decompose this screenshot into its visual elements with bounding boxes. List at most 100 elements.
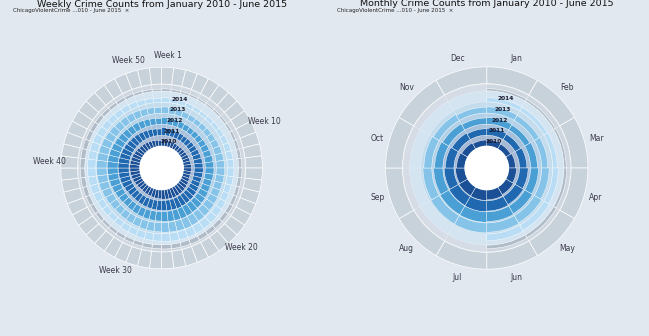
Wedge shape bbox=[73, 111, 93, 129]
Wedge shape bbox=[165, 200, 172, 211]
Wedge shape bbox=[118, 222, 131, 236]
Wedge shape bbox=[509, 120, 534, 146]
Wedge shape bbox=[435, 142, 448, 168]
Wedge shape bbox=[487, 135, 503, 149]
Wedge shape bbox=[178, 146, 188, 156]
Wedge shape bbox=[487, 225, 525, 245]
Wedge shape bbox=[82, 139, 90, 150]
Wedge shape bbox=[211, 205, 225, 219]
Wedge shape bbox=[130, 171, 141, 175]
Wedge shape bbox=[225, 123, 232, 132]
Wedge shape bbox=[85, 159, 96, 168]
Wedge shape bbox=[176, 143, 186, 154]
Wedge shape bbox=[162, 251, 174, 269]
Wedge shape bbox=[192, 107, 201, 114]
Wedge shape bbox=[230, 195, 239, 207]
Wedge shape bbox=[461, 143, 476, 157]
Wedge shape bbox=[152, 129, 158, 136]
Wedge shape bbox=[147, 187, 154, 199]
Wedge shape bbox=[179, 178, 191, 186]
Wedge shape bbox=[420, 101, 454, 135]
Wedge shape bbox=[122, 179, 132, 188]
Wedge shape bbox=[193, 172, 205, 178]
Wedge shape bbox=[534, 168, 553, 201]
Wedge shape bbox=[115, 74, 132, 94]
Wedge shape bbox=[487, 140, 501, 149]
Wedge shape bbox=[162, 118, 167, 125]
Wedge shape bbox=[106, 99, 118, 111]
Wedge shape bbox=[223, 184, 231, 194]
Wedge shape bbox=[137, 182, 147, 193]
Wedge shape bbox=[142, 184, 149, 193]
Wedge shape bbox=[105, 132, 117, 142]
Wedge shape bbox=[99, 106, 111, 117]
Wedge shape bbox=[454, 216, 487, 234]
Text: 2012: 2012 bbox=[166, 118, 182, 123]
Wedge shape bbox=[108, 212, 118, 221]
Wedge shape bbox=[111, 105, 124, 119]
Text: 2014: 2014 bbox=[497, 96, 513, 101]
Wedge shape bbox=[132, 193, 143, 204]
Wedge shape bbox=[188, 183, 199, 192]
Wedge shape bbox=[79, 177, 87, 188]
Wedge shape bbox=[110, 199, 121, 210]
Wedge shape bbox=[238, 168, 242, 178]
Wedge shape bbox=[138, 104, 149, 117]
Wedge shape bbox=[201, 237, 219, 257]
Wedge shape bbox=[210, 187, 220, 197]
Wedge shape bbox=[181, 112, 190, 120]
Wedge shape bbox=[171, 186, 180, 197]
Wedge shape bbox=[135, 178, 144, 185]
Wedge shape bbox=[487, 196, 508, 211]
Wedge shape bbox=[211, 205, 222, 216]
Wedge shape bbox=[189, 94, 198, 100]
Wedge shape bbox=[204, 155, 216, 163]
Wedge shape bbox=[230, 207, 251, 225]
Wedge shape bbox=[171, 89, 180, 93]
Wedge shape bbox=[103, 194, 117, 205]
Wedge shape bbox=[185, 103, 194, 110]
Wedge shape bbox=[180, 193, 190, 203]
Wedge shape bbox=[410, 129, 430, 168]
Wedge shape bbox=[238, 158, 245, 168]
Wedge shape bbox=[132, 204, 141, 214]
Wedge shape bbox=[132, 87, 143, 96]
Wedge shape bbox=[386, 117, 413, 168]
Wedge shape bbox=[169, 92, 180, 104]
Wedge shape bbox=[143, 92, 154, 104]
Wedge shape bbox=[457, 153, 468, 168]
Wedge shape bbox=[112, 183, 123, 193]
Wedge shape bbox=[134, 134, 143, 143]
Wedge shape bbox=[116, 188, 126, 198]
Wedge shape bbox=[104, 79, 123, 99]
Wedge shape bbox=[158, 190, 162, 201]
Wedge shape bbox=[180, 136, 188, 143]
Wedge shape bbox=[169, 187, 177, 198]
Wedge shape bbox=[205, 161, 216, 168]
Text: Week 40: Week 40 bbox=[32, 157, 66, 166]
Wedge shape bbox=[162, 135, 165, 146]
Wedge shape bbox=[152, 89, 162, 92]
Wedge shape bbox=[506, 152, 519, 168]
Wedge shape bbox=[99, 181, 110, 191]
Wedge shape bbox=[146, 199, 154, 210]
Wedge shape bbox=[177, 195, 186, 207]
Wedge shape bbox=[386, 168, 413, 219]
Text: Week 30: Week 30 bbox=[99, 266, 132, 275]
Wedge shape bbox=[141, 243, 153, 251]
Wedge shape bbox=[171, 139, 180, 150]
Wedge shape bbox=[171, 143, 177, 150]
Wedge shape bbox=[554, 126, 570, 168]
Wedge shape bbox=[132, 240, 143, 249]
Wedge shape bbox=[62, 178, 80, 192]
Wedge shape bbox=[182, 247, 197, 266]
Wedge shape bbox=[124, 213, 136, 226]
Wedge shape bbox=[182, 160, 194, 165]
Wedge shape bbox=[146, 126, 154, 137]
Wedge shape bbox=[108, 102, 118, 111]
Wedge shape bbox=[149, 210, 156, 220]
Wedge shape bbox=[162, 139, 165, 146]
Wedge shape bbox=[534, 168, 549, 199]
Wedge shape bbox=[423, 168, 439, 200]
Wedge shape bbox=[520, 201, 549, 230]
